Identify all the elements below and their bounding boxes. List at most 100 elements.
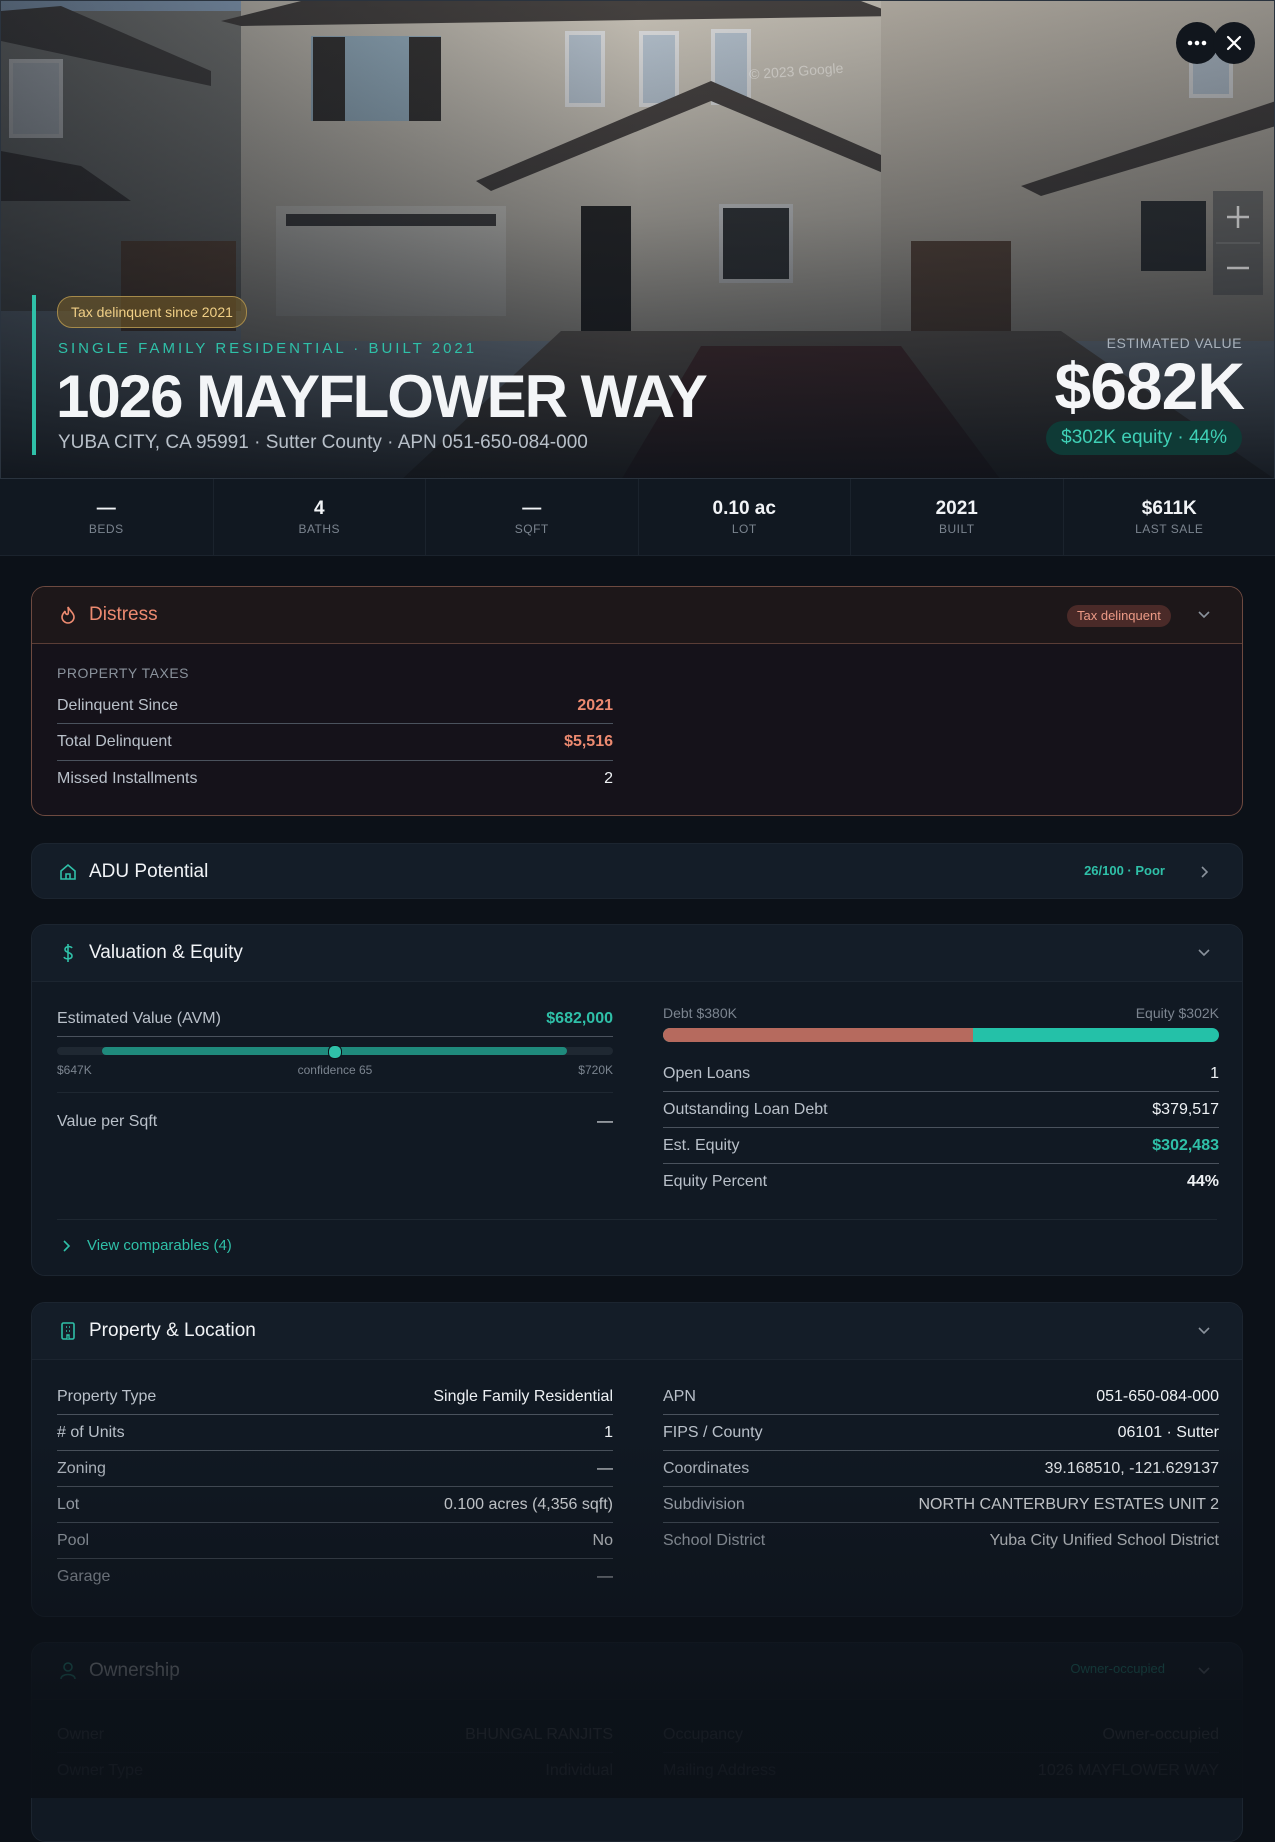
- chevron-down: [1196, 1323, 1212, 1339]
- kv-row: Lot 0.100 acres (4,356 sqft): [57, 1487, 613, 1523]
- row-label: Lot: [57, 1496, 79, 1514]
- row-value: 06101 · Sutter: [1118, 1424, 1219, 1442]
- home-icon: [58, 862, 78, 882]
- row-value: $302,483: [1152, 1137, 1219, 1155]
- range-high: $720K: [556, 1063, 613, 1077]
- hero-value: $682K: [1055, 351, 1245, 421]
- row-value: NORTH CANTERBURY ESTATES UNIT 2: [919, 1496, 1220, 1514]
- row-label: Coordinates: [663, 1460, 749, 1478]
- valuation-header[interactable]: Valuation & Equity: [32, 925, 1242, 982]
- row-value: 051-650-084-000: [1096, 1388, 1219, 1406]
- distress-card: Distress Tax delinquent PROPERTY TAXES D…: [31, 586, 1243, 816]
- equity-pill: $302K equity · 44%: [1046, 421, 1242, 455]
- more-button[interactable]: [1176, 22, 1218, 64]
- hero-address: YUBA CITY, CA 95991 · Sutter County · AP…: [58, 432, 588, 454]
- row-value: 0.100 acres (4,356 sqft): [444, 1496, 613, 1514]
- row-value: Single Family Residential: [433, 1388, 613, 1406]
- row-value: —: [597, 1460, 613, 1478]
- card-title: Distress: [89, 603, 158, 627]
- stat-label: BUILT: [851, 522, 1063, 536]
- distress-tag: Tax delinquent: [1067, 605, 1171, 627]
- kv-row: Owner BHUNGAL RANJITS: [57, 1717, 613, 1753]
- dollar-icon: [58, 942, 78, 964]
- link-text: View comparables (4): [87, 1237, 232, 1254]
- row-label: Zoning: [57, 1460, 106, 1478]
- stat: —SQFT: [425, 479, 638, 555]
- card-title: Property & Location: [89, 1319, 256, 1343]
- stat-value: —: [426, 498, 638, 520]
- row-value: Individual: [545, 1762, 613, 1780]
- kv-row: Garage—: [57, 1559, 613, 1595]
- equity-label: Equity $302K: [1063, 1005, 1219, 1021]
- card-title: Valuation & Equity: [89, 941, 243, 965]
- row-label: Occupancy: [663, 1726, 743, 1744]
- hero: © 2023 Google Tax delinquent since 2021 …: [0, 0, 1275, 479]
- stat: — BEDS: [0, 479, 213, 555]
- confidence-track: [57, 1047, 613, 1055]
- zoom-control: [1213, 191, 1263, 295]
- chevron-right: [61, 1239, 73, 1253]
- row-value: 1: [1210, 1065, 1219, 1083]
- distress-header[interactable]: Distress Tax delinquent: [32, 587, 1242, 644]
- row-value: 39.168510, -121.629137: [1045, 1460, 1219, 1478]
- debt-label: Debt $380K: [663, 1005, 737, 1021]
- kv-row: Outstanding Loan Debt $379,517: [663, 1092, 1219, 1128]
- section-label: PROPERTY TAXES: [57, 665, 189, 681]
- stat-value: 0.10 ac: [639, 498, 851, 520]
- row-label: Outstanding Loan Debt: [663, 1101, 828, 1119]
- divider: [57, 1092, 613, 1093]
- stat: 0.10 ac LOT: [638, 479, 851, 555]
- row-label: FIPS / County: [663, 1424, 763, 1442]
- row-value: $379,517: [1152, 1101, 1219, 1119]
- card-title: Ownership: [89, 1659, 180, 1683]
- adu-card[interactable]: ADU Potential 26/100 · Poor: [31, 843, 1243, 899]
- row-label: Pool: [57, 1532, 89, 1550]
- row-label: Open Loans: [663, 1065, 750, 1083]
- person-icon: [58, 1660, 78, 1682]
- row-label: Delinquent Since: [57, 697, 178, 715]
- close-icon: [1213, 22, 1255, 64]
- row-label: Missed Installments: [57, 770, 198, 788]
- row-label: School District: [663, 1532, 765, 1550]
- tax-badge: Tax delinquent since 2021: [57, 296, 247, 328]
- stat-label: BEDS: [0, 522, 213, 536]
- ownership-card: Ownership Owner-occupied Owner BHUNGAL RA…: [31, 1642, 1243, 1842]
- row-label: Value per Sqft: [57, 1113, 157, 1131]
- stat-label: LAST SALE: [1064, 522, 1275, 536]
- row-value: 1: [604, 1424, 613, 1442]
- stat-value: —: [0, 498, 213, 520]
- row-label: Equity Percent: [663, 1173, 767, 1191]
- building-icon: [58, 1320, 78, 1342]
- accent-bar: [32, 295, 36, 455]
- kv-row: Est. Equity$302,483: [663, 1128, 1219, 1164]
- chevron-right: [1196, 864, 1212, 880]
- stat-label: BATHS: [214, 522, 426, 536]
- kv-row: Coordinates 39.168510, -121.629137: [663, 1451, 1219, 1487]
- comparables-link[interactable]: View comparables (4): [61, 1237, 232, 1254]
- property-header[interactable]: Property & Location: [32, 1303, 1242, 1360]
- close-button[interactable]: [1213, 22, 1255, 64]
- row-value: BHUNGAL RANJITS: [465, 1726, 613, 1744]
- confidence-label: confidence 65: [57, 1063, 613, 1077]
- stat-label: LOT: [639, 522, 851, 536]
- row-label: Owner: [57, 1726, 104, 1744]
- ownership-header[interactable]: Ownership Owner-occupied: [32, 1643, 1242, 1700]
- debt-segment: [663, 1028, 973, 1042]
- more-icon: [1176, 22, 1218, 64]
- chevron-down: [1196, 945, 1212, 961]
